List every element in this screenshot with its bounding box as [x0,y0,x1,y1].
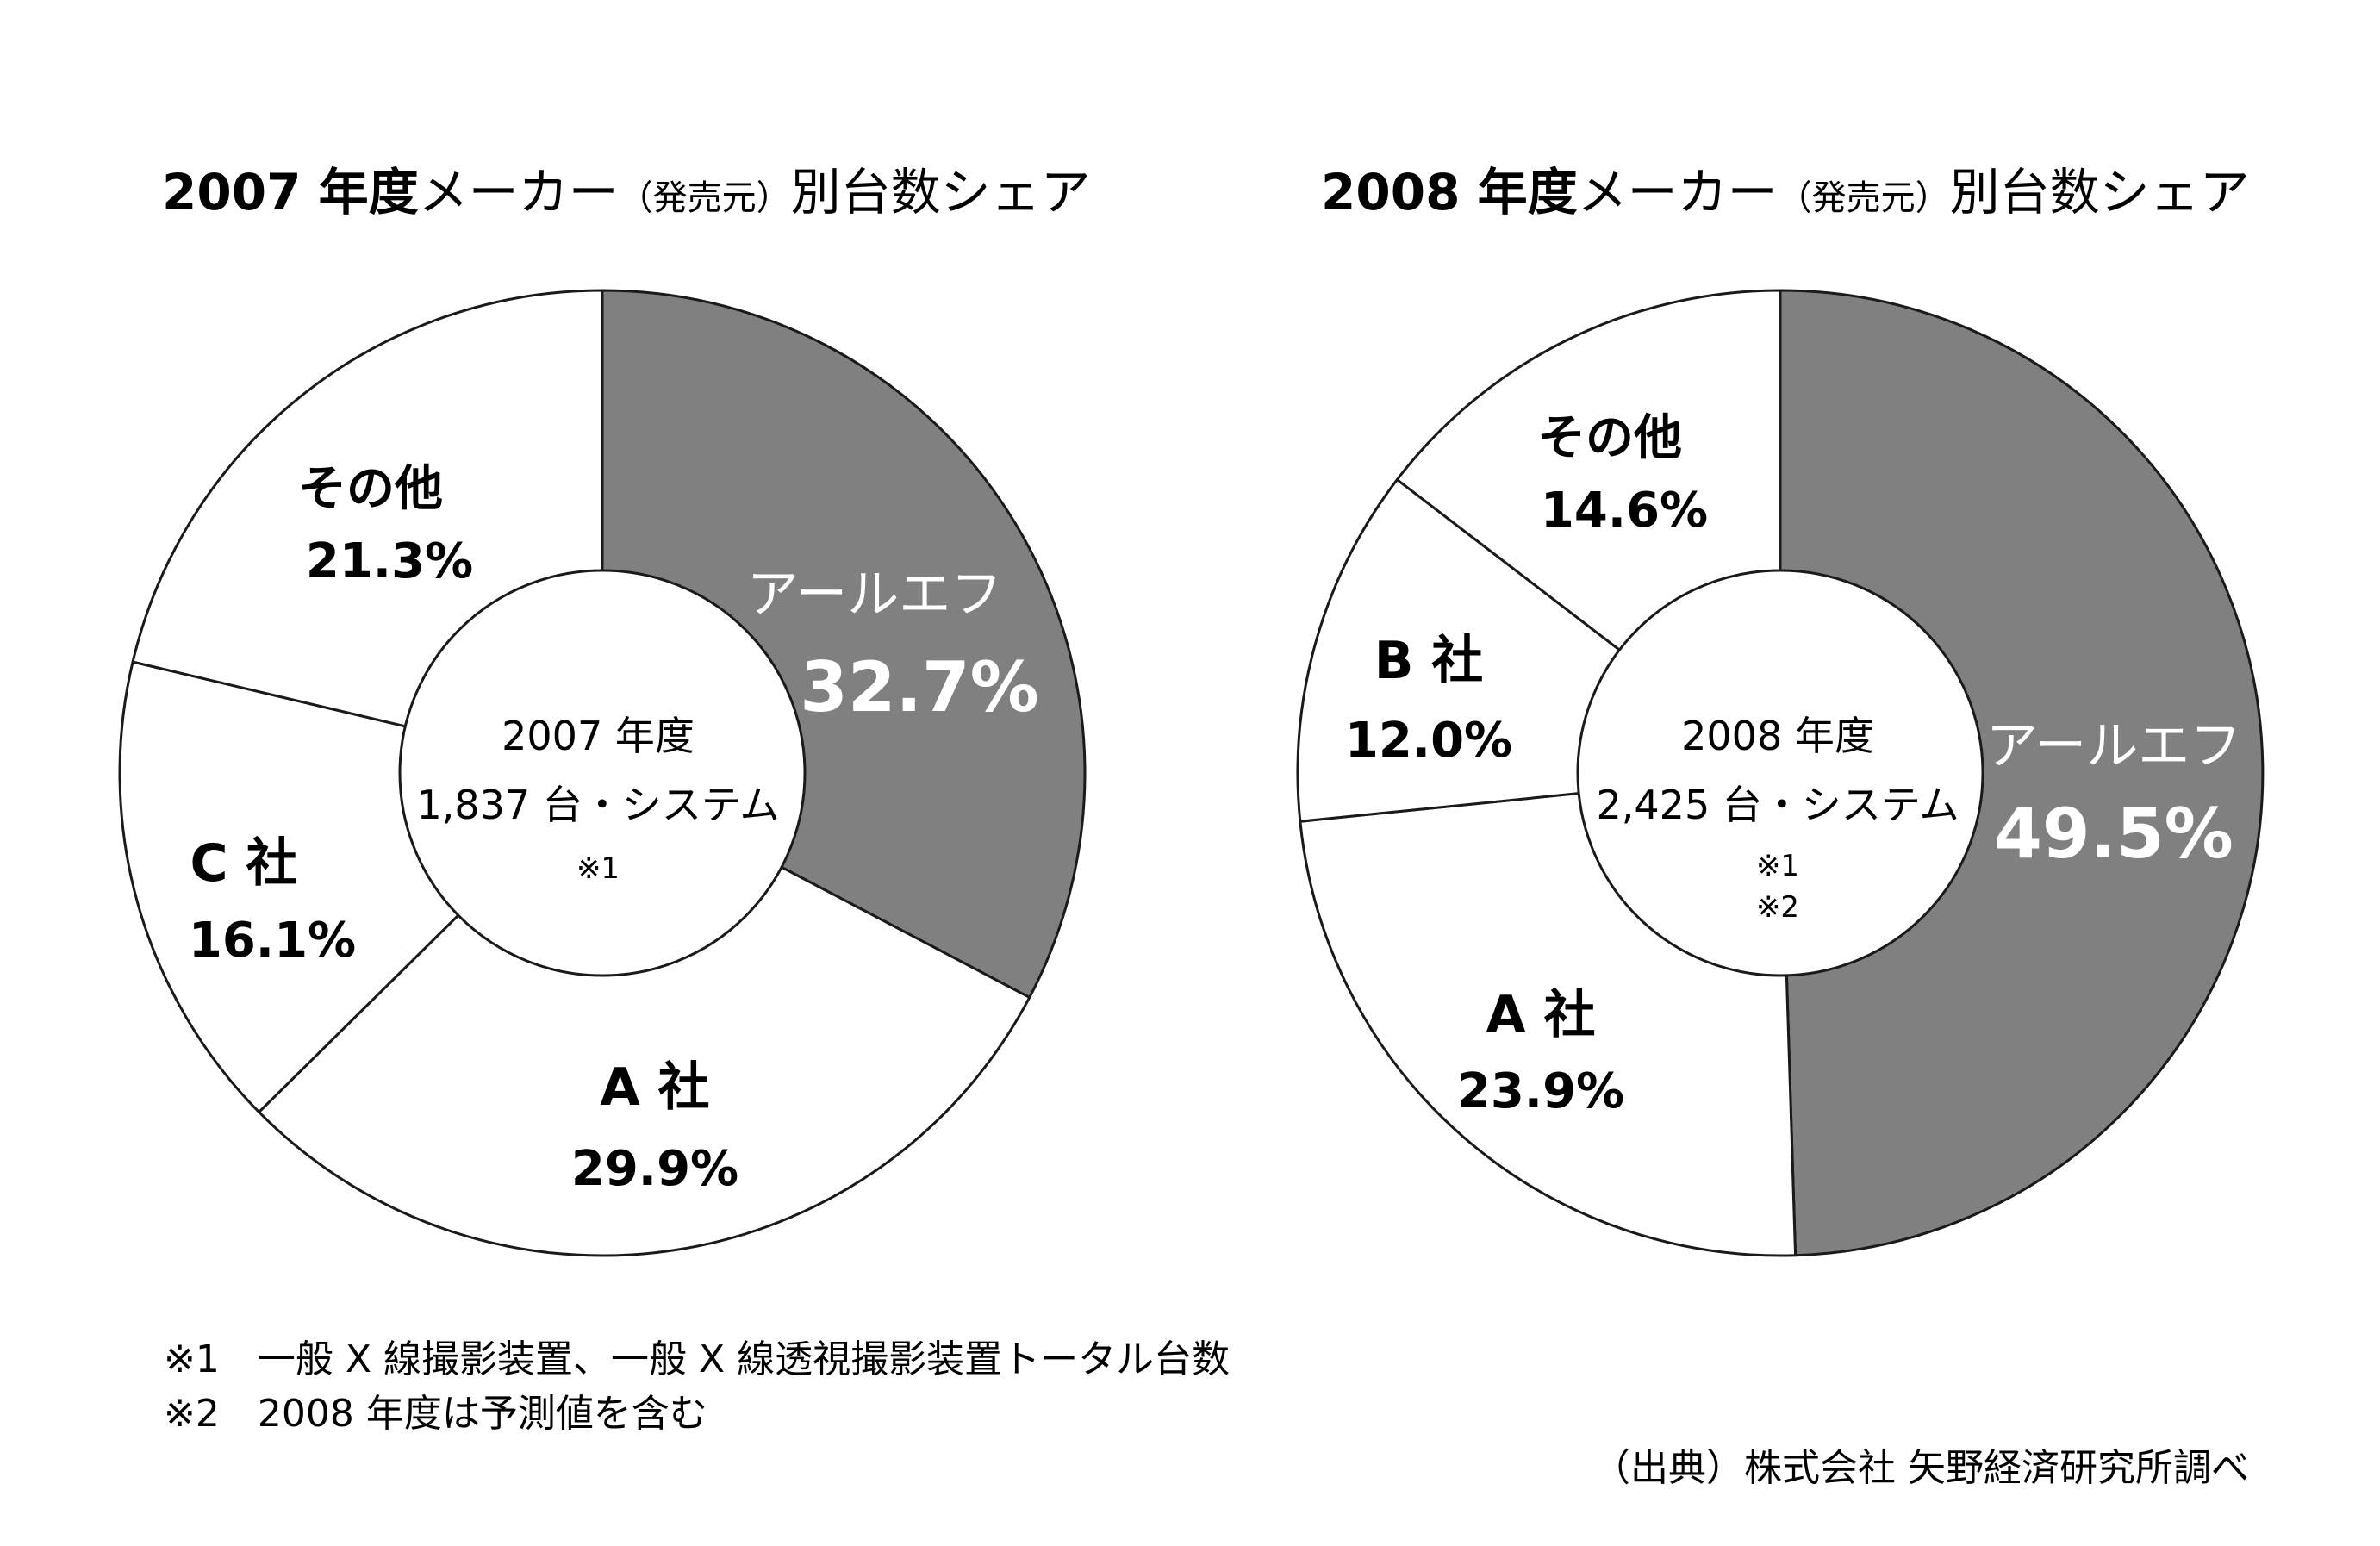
center-2007-note-1: ※1 [576,851,620,886]
center-2007-total: 1,837 台・システム [417,782,780,828]
slice-2008-other-name: その他 [1537,410,1682,466]
center-2007-year: 2007 年度 [502,713,695,759]
center-2008-note-2: ※2 [1756,890,1799,925]
slice-2007-a-name: A 社 [600,1057,709,1118]
source-note: （出典）株式会社 矢野経済研究所調べ [1592,1446,2249,1490]
donut-hole-2008 [1576,569,1984,977]
chart-2008-title-paren: （発売元） [1778,178,1950,218]
slice-2008-rf-value: 49.5% [1994,794,2234,874]
pie-2008 [1296,289,2265,1257]
footnote-1: ※1 一般 X 線撮影装置、一般 X 線透視撮影装置トータル台数 [164,1337,1230,1381]
slice-2008-rf-name: アールエフ [1986,716,2241,776]
slice-2007-c-name: C 社 [190,833,298,894]
slice-2008-other-value: 14.6% [1541,483,1708,539]
slice-2008-b-name: B 社 [1374,631,1484,691]
slice-2008-a-value: 23.9% [1457,1063,1624,1119]
footnote-2: ※2 2008 年度は予測値を含む [164,1392,707,1436]
slice-2007-a-value: 29.9% [571,1141,738,1197]
slice-2007-rf-name: アールエフ [747,564,1002,625]
center-2008-total: 2,425 台・システム [1597,782,1959,828]
center-2008-note-1: ※1 [1756,849,1799,883]
chart-2007-title: 2007 年度メーカー（発売元）別台数シェア [162,163,1091,221]
chart-2008-title-maker: メーカー [1578,163,1778,221]
pie-2007 [118,289,1087,1257]
chart-2007-title-share: 別台数シェア [791,163,1091,221]
slice-2007-a [258,771,1031,1257]
chart-2008-title-year: 2008 年度 [1321,163,1578,221]
chart-2008-title: 2008 年度メーカー（発売元）別台数シェア [1321,163,2250,221]
donut-hole-2007 [398,569,807,977]
slice-2008-a-name: A 社 [1486,985,1595,1045]
chart-2007-title-maker: メーカー [419,163,619,221]
slice-2007-c-value: 16.1% [189,913,356,969]
center-2008-year: 2008 年度 [1681,713,1874,759]
slice-2007-rf-value: 32.7% [800,647,1039,727]
slice-2008-rf [1779,289,2265,1257]
slice-2007-other-name: その他 [298,461,443,517]
chart-2007-title-paren: （発売元） [619,178,791,218]
chart-2008-title-share: 別台数シェア [1950,163,2250,221]
slice-2008-b-value: 12.0% [1345,713,1512,769]
chart-2007-title-year: 2007 年度 [162,163,419,221]
slice-2007-other-value: 21.3% [306,533,473,589]
